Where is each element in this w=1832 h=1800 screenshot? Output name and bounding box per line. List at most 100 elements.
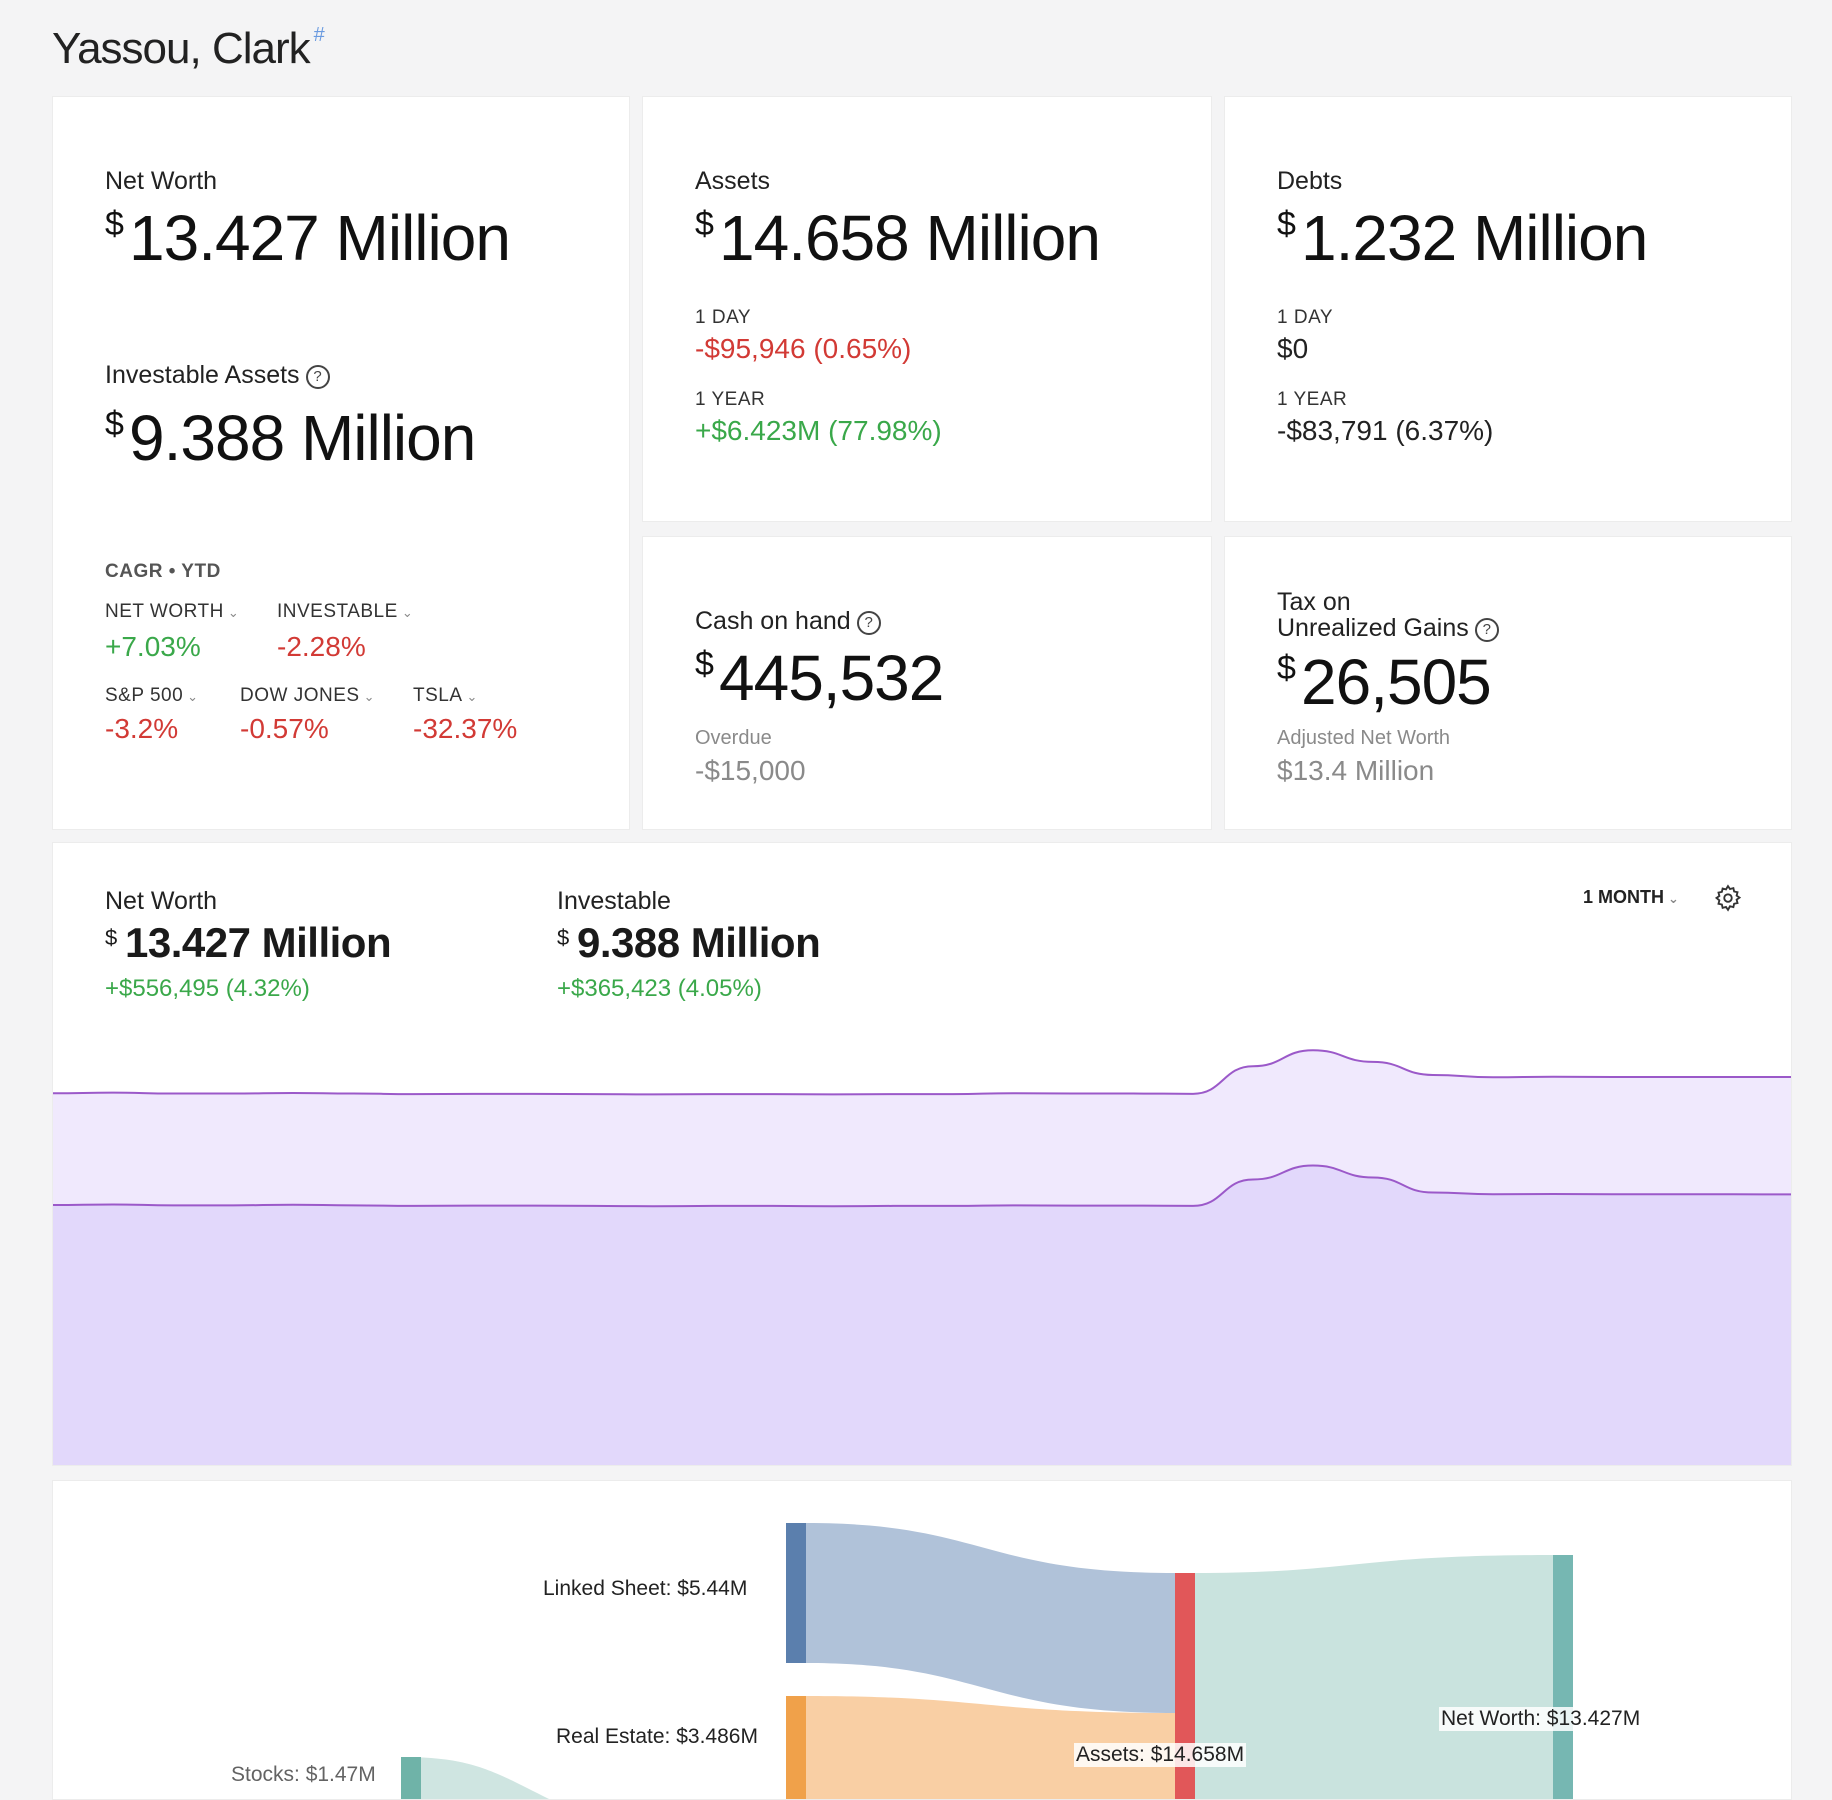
- sankey-node-stocks[interactable]: [401, 1757, 421, 1800]
- data-point-investable[interactable]: [1487, 1188, 1499, 1200]
- data-point-net-worth[interactable]: [167, 1088, 179, 1100]
- data-point-net-worth[interactable]: [647, 1088, 659, 1100]
- data-point-investable[interactable]: [1187, 1200, 1199, 1212]
- period-dropdown[interactable]: 1 MONTH ⌄: [1583, 887, 1679, 908]
- data-point-investable[interactable]: [1667, 1188, 1679, 1200]
- data-point-net-worth[interactable]: [947, 1088, 959, 1100]
- data-point-investable[interactable]: [107, 1198, 119, 1210]
- data-point-net-worth[interactable]: [1367, 1056, 1379, 1068]
- data-point-net-worth[interactable]: [407, 1088, 419, 1100]
- day-change: -$95,946 (0.65%): [695, 333, 912, 364]
- metric-net-worth-dropdown[interactable]: NET WORTH ⌄: [105, 601, 239, 623]
- data-point-net-worth[interactable]: [587, 1088, 599, 1100]
- overdue-value: -$15,000: [695, 755, 806, 786]
- help-icon[interactable]: ?: [305, 365, 330, 389]
- data-point-investable[interactable]: [1727, 1188, 1739, 1200]
- data-point-investable[interactable]: [947, 1200, 959, 1212]
- sankey-node-assets[interactable]: [1175, 1573, 1195, 1800]
- chevron-down-icon: ⌄: [466, 689, 478, 704]
- sankey-label-net-worth: Net Worth: $13.427M: [1439, 1707, 1643, 1731]
- chevron-down-icon: ⌄: [187, 689, 199, 704]
- data-point-net-worth[interactable]: [1427, 1069, 1439, 1081]
- metric-sp500-dropdown[interactable]: S&P 500 ⌄: [105, 685, 199, 707]
- data-point-net-worth[interactable]: [1247, 1060, 1259, 1072]
- tax-value: 26,505: [1301, 646, 1492, 718]
- data-point-net-worth[interactable]: [1307, 1044, 1319, 1056]
- data-point-net-worth[interactable]: [287, 1087, 299, 1099]
- data-point-net-worth[interactable]: [1067, 1088, 1079, 1100]
- tax-label: Tax on Unrealized Gains?: [1277, 589, 1499, 642]
- data-point-investable[interactable]: [647, 1200, 659, 1212]
- page-title: Yassou, Clark #: [52, 24, 325, 74]
- data-point-net-worth[interactable]: [107, 1087, 119, 1099]
- metric-investable-dropdown[interactable]: INVESTABLE ⌄: [277, 601, 413, 623]
- help-icon[interactable]: ?: [856, 611, 881, 635]
- data-point-net-worth[interactable]: [1667, 1071, 1679, 1083]
- sankey-node-linked-sheet[interactable]: [786, 1523, 806, 1663]
- data-point-investable[interactable]: [527, 1200, 539, 1212]
- metric-value: -3.2%: [105, 713, 179, 744]
- data-point-investable[interactable]: [407, 1200, 419, 1212]
- cash-label: Cash on hand?: [695, 607, 881, 636]
- data-point-investable[interactable]: [347, 1199, 359, 1211]
- metric-dow-jones-dropdown[interactable]: DOW JONES ⌄: [240, 685, 375, 707]
- data-point-net-worth[interactable]: [1487, 1071, 1499, 1083]
- data-point-net-worth[interactable]: [227, 1088, 239, 1100]
- chart-investable-label: Investable: [557, 887, 671, 915]
- year-label: 1 YEAR: [695, 389, 766, 410]
- net-worth-label: Net Worth: [105, 167, 218, 195]
- data-point-investable[interactable]: [287, 1199, 299, 1211]
- data-point-investable[interactable]: [1247, 1173, 1259, 1185]
- cash-value: 445,532: [719, 642, 944, 714]
- data-point-net-worth[interactable]: [887, 1088, 899, 1100]
- data-point-net-worth[interactable]: [827, 1088, 839, 1100]
- data-point-net-worth[interactable]: [1187, 1088, 1199, 1100]
- data-point-investable[interactable]: [707, 1200, 719, 1212]
- data-point-net-worth[interactable]: [767, 1088, 779, 1100]
- data-point-investable[interactable]: [1067, 1200, 1079, 1212]
- data-point-investable[interactable]: [1547, 1188, 1559, 1200]
- data-point-investable[interactable]: [227, 1199, 239, 1211]
- data-point-net-worth[interactable]: [1727, 1071, 1739, 1083]
- gear-icon[interactable]: [1713, 883, 1743, 913]
- data-point-investable[interactable]: [887, 1200, 899, 1212]
- sankey-node-real-estate[interactable]: [786, 1696, 806, 1800]
- data-point-net-worth[interactable]: [1127, 1088, 1139, 1100]
- sankey-label-assets: Assets: $14.658M: [1074, 1743, 1247, 1767]
- chart-investable-change: +$365,423 (4.05%): [557, 975, 762, 1002]
- data-point-net-worth[interactable]: [1007, 1087, 1019, 1099]
- data-point-investable[interactable]: [587, 1200, 599, 1212]
- sankey-link-stocks: [401, 1757, 550, 1799]
- data-point-net-worth[interactable]: [1547, 1071, 1559, 1083]
- data-point-net-worth[interactable]: [1607, 1071, 1619, 1083]
- metric-value: -32.37%: [413, 713, 518, 744]
- chart-net-worth-value: 13.427 Million: [125, 919, 392, 966]
- adjusted-net-worth-value: $13.4 Million: [1277, 755, 1435, 786]
- year-change: +$6.423M (77.98%): [695, 415, 942, 446]
- data-point-investable[interactable]: [467, 1200, 479, 1212]
- data-point-net-worth[interactable]: [347, 1088, 359, 1100]
- data-point-investable[interactable]: [167, 1199, 179, 1211]
- chart-net-worth-label: Net Worth: [105, 887, 218, 915]
- sankey-node-net-worth[interactable]: [1553, 1555, 1573, 1800]
- data-point-investable[interactable]: [1007, 1199, 1019, 1211]
- help-icon[interactable]: ?: [1474, 618, 1499, 642]
- data-point-investable[interactable]: [1607, 1188, 1619, 1200]
- metric-label: INVESTABLE: [277, 601, 398, 622]
- currency-symbol: $: [1277, 649, 1296, 687]
- line-net-worth[interactable]: [53, 1049, 1792, 1096]
- data-point-investable[interactable]: [767, 1200, 779, 1212]
- data-point-investable[interactable]: [1127, 1200, 1139, 1212]
- line-investable[interactable]: [53, 1164, 1792, 1208]
- data-point-investable[interactable]: [827, 1200, 839, 1212]
- metric-tsla-dropdown[interactable]: TSLA ⌄: [413, 685, 478, 707]
- anchor-link[interactable]: #: [313, 24, 325, 46]
- investable-assets-value: 9.388 Million: [129, 402, 476, 474]
- data-point-net-worth[interactable]: [467, 1088, 479, 1100]
- data-point-net-worth[interactable]: [527, 1088, 539, 1100]
- chart-investable-value: 9.388 Million: [577, 919, 821, 966]
- data-point-net-worth[interactable]: [707, 1088, 719, 1100]
- data-point-investable[interactable]: [1307, 1160, 1319, 1172]
- data-point-investable[interactable]: [1367, 1171, 1379, 1183]
- data-point-investable[interactable]: [1427, 1187, 1439, 1199]
